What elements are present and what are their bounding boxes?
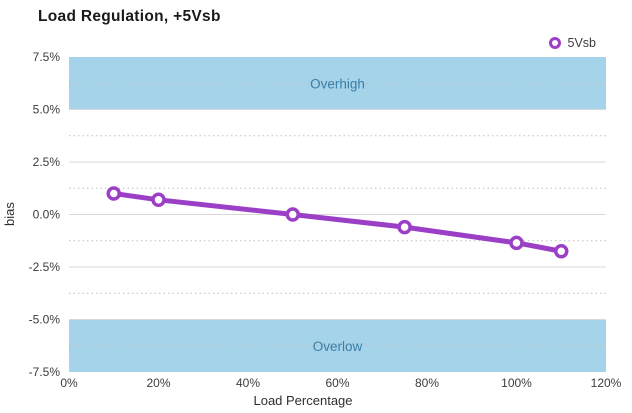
x-axis-title: Load Percentage — [253, 393, 352, 408]
y-tick-label: 7.5% — [33, 50, 61, 64]
y-tick-label: -7.5% — [29, 365, 61, 379]
y-tick-label: -5.0% — [29, 313, 61, 327]
series-line — [111, 191, 564, 254]
data-point-marker[interactable] — [397, 219, 412, 235]
data-point-marker[interactable] — [106, 186, 121, 201]
legend-label: 5Vsb — [567, 36, 597, 50]
y-tick-label: 5.0% — [33, 103, 61, 117]
y-axis-title: bias — [2, 202, 17, 226]
chart-title: Load Regulation, +5Vsb — [38, 8, 221, 25]
legend-ring-icon — [548, 37, 561, 49]
data-point-marker[interactable] — [285, 207, 300, 222]
legend[interactable]: 5Vsb — [548, 36, 597, 50]
x-tick-label: 40% — [236, 376, 260, 390]
data-point-marker[interactable] — [151, 192, 166, 208]
data-point-marker[interactable] — [554, 244, 569, 259]
x-tick-label: 80% — [415, 376, 439, 390]
x-tick-label: 120% — [591, 376, 622, 390]
data-point-marker[interactable] — [509, 235, 524, 251]
band-label: Overhigh — [310, 76, 365, 91]
y-tick-label: 2.5% — [33, 155, 61, 169]
limit-band — [69, 57, 606, 110]
x-tick-label: 100% — [501, 376, 532, 390]
y-tick-label: -2.5% — [29, 260, 61, 274]
x-tick-label: 0% — [60, 376, 78, 390]
x-tick-label: 60% — [325, 376, 349, 390]
limit-band — [69, 319, 606, 372]
y-tick-label: 0.0% — [33, 208, 61, 222]
x-tick-label: 20% — [146, 376, 170, 390]
band-label: Overlow — [313, 339, 363, 354]
